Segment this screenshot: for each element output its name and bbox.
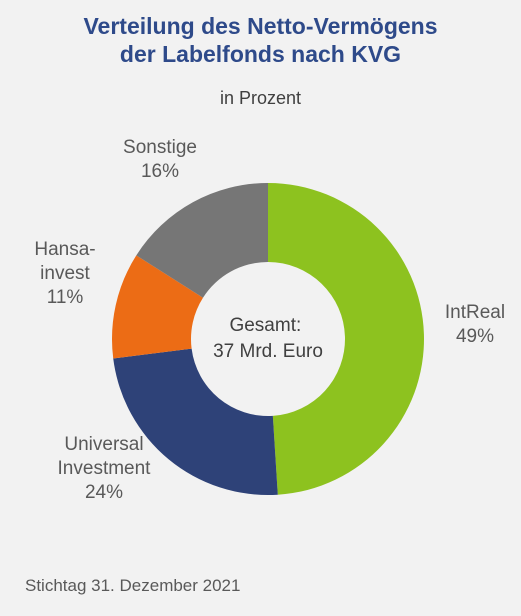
slice-name-label: Universal xyxy=(64,434,143,455)
slice-value-label: 11% xyxy=(47,287,84,308)
donut-slices xyxy=(112,183,424,495)
slice-name-label: IntReal xyxy=(445,302,505,323)
slice-value-label: 49% xyxy=(456,326,494,347)
slice-name-label: invest xyxy=(40,263,90,284)
slice-value-label: 24% xyxy=(85,482,123,503)
chart-title-line-2: der Labelfonds nach KVG xyxy=(119,41,402,67)
slice-sonstige xyxy=(136,183,268,298)
center-total-label: Gesamt: 37 Mrd. Euro xyxy=(213,315,323,362)
center-label-line-1: Gesamt: xyxy=(229,315,301,336)
chart-title: Verteilung des Netto-Vermögens der Label… xyxy=(0,12,521,68)
slice-name-label: Investment xyxy=(58,458,152,479)
slice-name-label: Sonstige xyxy=(123,137,197,158)
slice-labels: IntReal 49% Universal Investment 24% Hansa-in… xyxy=(34,137,505,503)
center-label-line-2: 37 Mrd. Euro xyxy=(213,341,323,362)
slice-label-2: Hansa-invest 11% xyxy=(34,239,95,308)
slice-name-label: Hansa- xyxy=(34,239,95,260)
chart-subtitle: in Prozent xyxy=(219,88,302,108)
slice-intreal xyxy=(268,183,424,495)
footer-date: Stichtag 31. Dezember 2021 xyxy=(25,576,241,595)
slice-universalinvestment xyxy=(113,348,278,495)
slice-label-0: IntReal 49% xyxy=(445,302,505,347)
chart-title-line-1: Verteilung des Netto-Vermögens xyxy=(83,13,438,39)
slice-label-1: Universal Investment 24% xyxy=(58,434,152,503)
slice-hansainvest xyxy=(112,255,203,359)
slice-value-label: 16% xyxy=(141,161,179,182)
slice-label-3: Sonstige 16% xyxy=(123,137,197,182)
